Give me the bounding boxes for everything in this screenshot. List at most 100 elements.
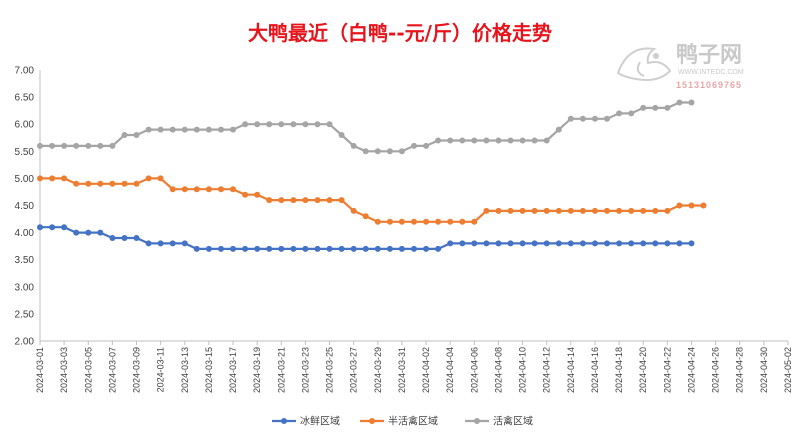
data-point <box>664 104 671 111</box>
data-point <box>543 207 550 214</box>
data-point <box>423 218 430 225</box>
legend-label: 半活禽区域 <box>388 415 438 428</box>
data-point <box>157 175 164 182</box>
x-tick-label: 2024-04-26 <box>711 347 721 393</box>
y-tick-label: 2.50 <box>15 309 35 320</box>
x-tick-label: 2024-03-25 <box>325 347 335 393</box>
data-point <box>254 121 261 128</box>
data-point <box>205 126 212 133</box>
x-tick-label: 2024-04-10 <box>518 347 528 393</box>
data-point <box>49 175 56 182</box>
data-point <box>447 218 454 225</box>
data-point <box>411 142 417 149</box>
data-point <box>326 121 333 128</box>
data-point <box>386 148 393 155</box>
x-tick-label: 2024-03-31 <box>397 347 407 393</box>
data-point <box>362 148 369 155</box>
data-point <box>278 197 285 204</box>
x-tick-label: 2024-03-01 <box>35 347 45 393</box>
legend-swatch-marker <box>474 418 480 424</box>
data-point <box>592 115 598 122</box>
data-point <box>230 186 236 193</box>
data-point <box>218 245 224 252</box>
data-point <box>471 137 478 144</box>
x-tick-label: 2024-03-17 <box>228 347 238 393</box>
x-tick-label: 2024-04-18 <box>614 347 624 393</box>
data-point <box>97 180 104 187</box>
x-tick-label: 2024-03-29 <box>373 347 383 393</box>
series-1 <box>37 175 707 225</box>
data-point <box>109 142 116 149</box>
data-point <box>169 126 176 133</box>
data-point <box>579 115 586 122</box>
data-point <box>290 197 297 204</box>
data-point <box>121 132 128 138</box>
data-point <box>616 240 623 247</box>
data-point <box>145 126 152 133</box>
data-point <box>628 240 635 247</box>
data-point <box>447 240 454 247</box>
data-point <box>495 240 502 247</box>
data-point <box>49 142 56 149</box>
x-tick-label: 2024-04-12 <box>542 347 552 393</box>
x-tick-label: 2024-04-22 <box>662 347 672 393</box>
watermark-site: WWW.INTEDC.COM <box>678 69 744 76</box>
data-point <box>676 202 683 209</box>
y-tick-label: 5.00 <box>15 174 35 185</box>
data-point <box>531 137 538 144</box>
data-point <box>423 142 430 149</box>
watermark: 鸭子网 WWW.INTEDC.COM 15131069765 <box>616 42 744 90</box>
data-point <box>459 137 466 144</box>
y-tick-label: 2.00 <box>15 337 35 348</box>
data-point <box>85 229 92 236</box>
data-point <box>471 218 478 225</box>
data-point <box>218 186 224 193</box>
data-point <box>495 207 502 214</box>
data-point <box>133 235 140 241</box>
watermark-brand: 鸭子网 <box>676 42 742 68</box>
data-point <box>37 142 43 149</box>
data-point <box>543 240 550 247</box>
y-tick-label: 4.50 <box>15 201 35 212</box>
y-tick-label: 3.50 <box>15 255 35 266</box>
x-tick-label: 2024-05-02 <box>783 347 793 393</box>
data-point <box>592 240 598 247</box>
duck-logo-icon <box>616 47 672 81</box>
data-point <box>350 207 357 214</box>
data-point <box>97 229 104 236</box>
data-point <box>447 137 454 144</box>
data-point <box>242 191 249 198</box>
data-point <box>193 245 200 252</box>
data-point <box>254 191 261 198</box>
data-point <box>37 224 43 231</box>
data-point <box>628 207 635 214</box>
data-point <box>398 148 405 155</box>
plot-area: 2.00 2.50 3.00 3.50 4.00 4.50 5.00 5.50 6.00 6.50… <box>15 66 793 394</box>
data-point <box>640 207 647 214</box>
data-point <box>652 104 659 111</box>
y-tick-label: 4.00 <box>15 228 35 239</box>
legend-swatch-marker <box>369 418 375 424</box>
data-point <box>386 245 393 252</box>
data-point <box>459 240 466 247</box>
data-point <box>266 121 273 128</box>
data-point <box>242 121 249 128</box>
data-point <box>61 224 68 231</box>
data-point <box>302 121 309 128</box>
data-point <box>652 240 659 247</box>
data-point <box>290 245 297 252</box>
legend-label: 冰鲜区域 <box>300 415 340 428</box>
series-0 <box>37 224 695 252</box>
data-point <box>362 245 369 252</box>
data-point <box>338 197 345 204</box>
data-point <box>567 207 574 214</box>
data-point <box>302 197 309 204</box>
x-tick-label: 2024-03-21 <box>276 347 286 393</box>
legend-item: 活禽区域 <box>465 415 533 428</box>
data-point <box>37 175 43 182</box>
x-tick-label: 2024-04-28 <box>735 347 745 393</box>
x-tick-label: 2024-03-15 <box>204 347 214 393</box>
data-point <box>109 180 116 187</box>
legend-item: 半活禽区域 <box>360 415 438 428</box>
